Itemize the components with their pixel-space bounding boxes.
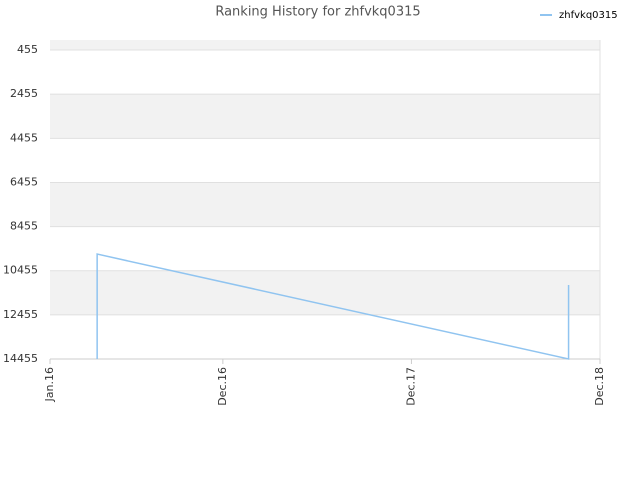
grid-band [50,314,600,359]
y-tick-label: 6455 [10,175,38,188]
grid-band [50,40,600,51]
grid-band [50,94,600,139]
x-tick-label: Dec.18 [593,367,606,406]
grid-band [50,50,600,95]
grid-band [50,182,600,227]
legend-label: zhfvkq0315 [559,10,618,21]
grid-band [50,138,600,183]
x-tick-label: Dec.17 [404,367,417,406]
y-tick-label: 4455 [10,131,38,144]
grid-band [50,270,600,315]
grid-band [50,226,600,271]
x-tick-label: Jan.16 [43,367,56,402]
y-tick-label: 8455 [10,220,38,233]
y-tick-label: 12455 [3,308,38,321]
y-tick-label: 455 [17,43,38,56]
series-line [96,253,570,360]
chart-title: Ranking History for zhfvkq0315 [215,5,420,20]
y-tick-label: 14455 [3,352,38,365]
y-tick-label: 2455 [10,87,38,100]
y-tick-label: 10455 [3,264,38,277]
x-tick-label: Dec.16 [216,367,229,406]
